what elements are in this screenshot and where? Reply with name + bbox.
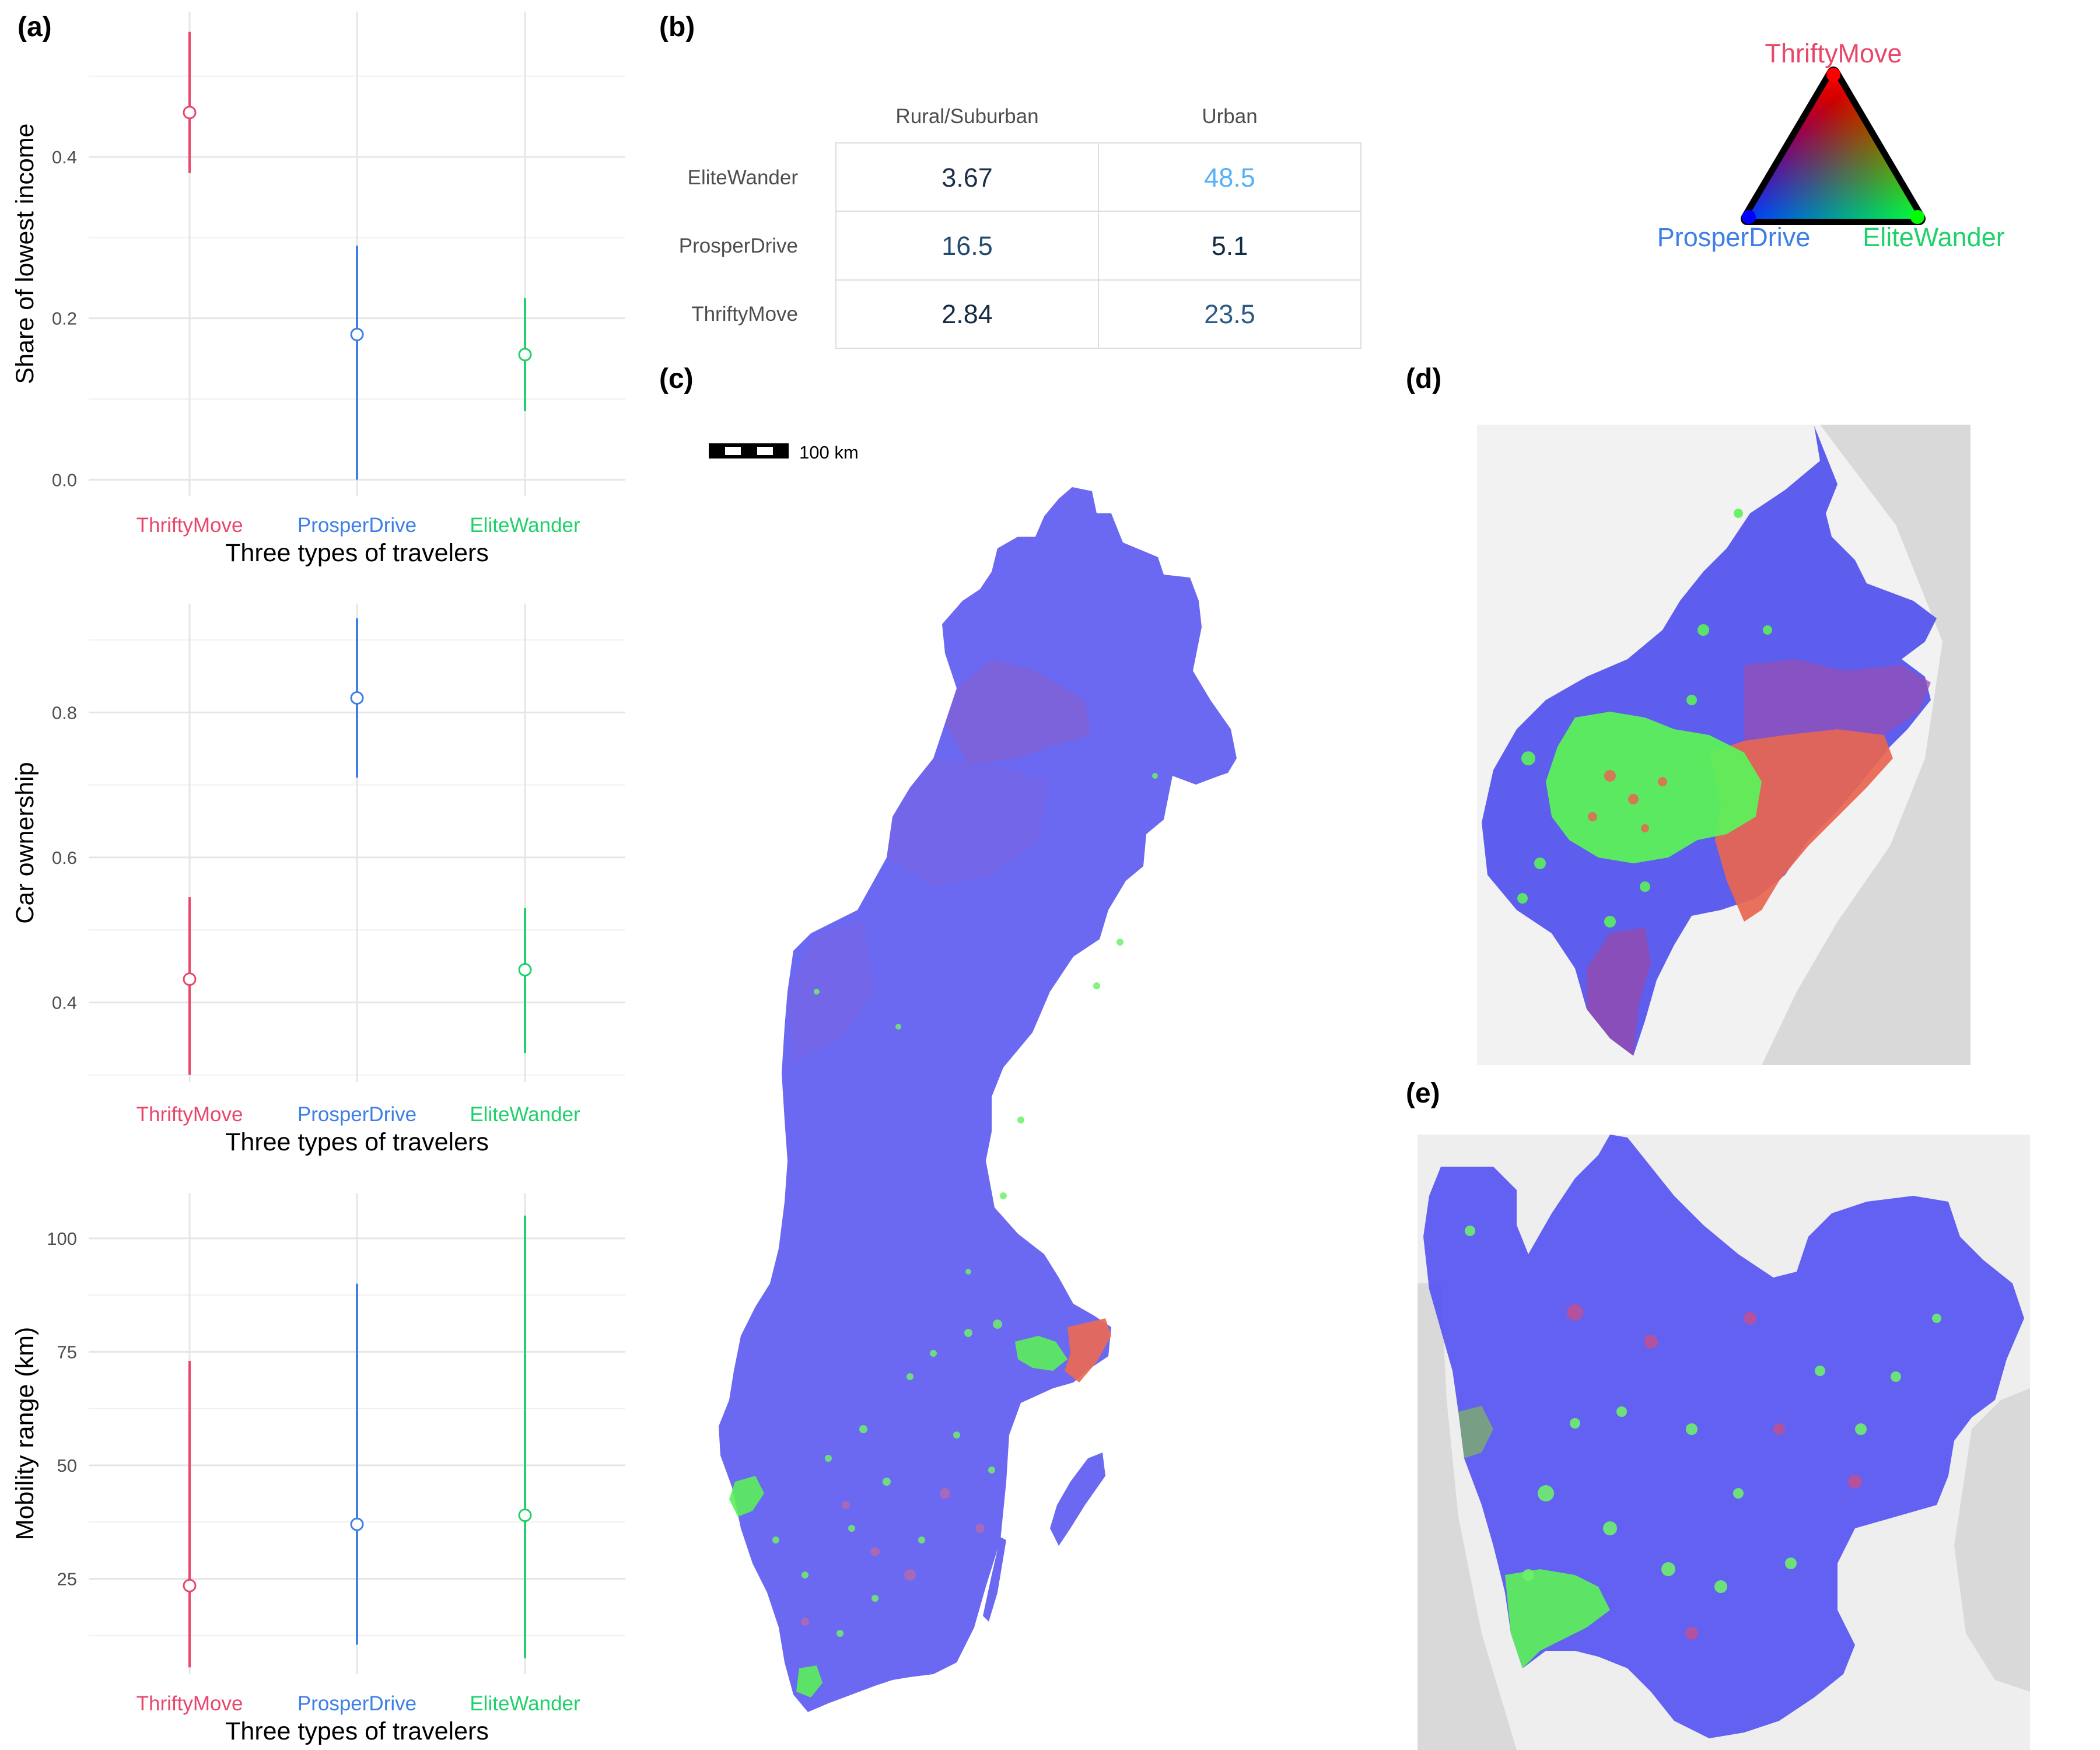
x-axis-title: Three types of travelers (225, 1717, 489, 1745)
region-west-tint (788, 922, 875, 1062)
point-range-plot-3: 25 50 75 100 ThriftyMove ProsperDrive EliteWan… (11, 1193, 625, 1745)
ternary-label-top: ThriftyMove (1765, 38, 1902, 68)
region-north-tint (945, 659, 1091, 764)
table-cell: 5.1 (1212, 231, 1248, 261)
y-axis-title: Car ownership (11, 762, 39, 923)
y-tick-label: 0.4 (52, 992, 77, 1013)
panel-label-d: (d) (1406, 363, 1441, 394)
point-prosperdrive (350, 327, 364, 341)
low-income-speckles (801, 1488, 985, 1626)
point-range-plots: 0.0 0.2 0.4 ThriftyMove ProsperDrive EliteWan… (11, 12, 625, 1745)
lake-e (1954, 1388, 2030, 1692)
y-tick-label: 0.4 (52, 147, 77, 167)
map-sweden: 100 km (709, 442, 1237, 1712)
north-east-tint (1744, 659, 1931, 741)
suburb-speckles-d (1517, 509, 1772, 928)
summary-table: Rural/Suburban Urban EliteWander 3.67 48.5 Pr… (679, 105, 1362, 349)
y-tick-label: 100 (47, 1228, 77, 1249)
table-row-header: EliteWander (688, 166, 799, 189)
x-axis-title: Three types of travelers (225, 539, 489, 567)
y-tick-label: 0.6 (52, 848, 77, 868)
y-tick-label: 50 (57, 1455, 77, 1476)
point-prosperdrive (350, 691, 364, 705)
y-tick-label: 0.8 (52, 702, 77, 723)
x-tick-label-thriftymove: ThriftyMove (136, 514, 243, 537)
urban-speckles-e (1465, 1226, 1941, 1593)
oland (983, 1537, 1006, 1622)
map-stockholm (1477, 425, 1971, 1065)
point-thriftymove (183, 972, 197, 986)
point-range-plot-1: 0.0 0.2 0.4 ThriftyMove ProsperDrive EliteWan… (11, 12, 625, 567)
x-tick-label-elitewander: EliteWander (470, 514, 580, 537)
y-axis-title: Mobility range (km) (11, 1327, 39, 1541)
ternary-color-legend: ThriftyMove ProsperDrive EliteWander (1657, 38, 2005, 252)
point-range-plot-2: 0.4 0.6 0.8 ThriftyMove ProsperDrive EliteWan… (11, 604, 625, 1156)
point-thriftymove (183, 1578, 197, 1592)
table-row-header: ThriftyMove (691, 303, 798, 326)
stockholm-core (1546, 712, 1762, 863)
point-prosperdrive (350, 1517, 364, 1531)
x-axis-title: Three types of travelers (225, 1128, 489, 1156)
table-cell: 3.67 (942, 163, 993, 192)
scale-bar-label: 100 km (799, 442, 859, 463)
point-elitewander (518, 1508, 532, 1522)
table-column-header: Urban (1202, 105, 1257, 128)
gotland (1050, 1452, 1105, 1546)
sweden-mainland (719, 487, 1237, 1712)
x-tick-label-thriftymove: ThriftyMove (136, 1692, 243, 1715)
panel-label-c: (c) (659, 363, 694, 394)
y-tick-label: 0.0 (52, 470, 77, 490)
ternary-label-right: EliteWander (1863, 222, 2004, 252)
x-tick-label-prosperdrive: ProsperDrive (298, 1692, 416, 1715)
gothenburg-urban (729, 1476, 764, 1517)
y-tick-label: 25 (57, 1569, 77, 1590)
x-tick-label-thriftymove: ThriftyMove (136, 1103, 243, 1126)
y-tick-label: 75 (57, 1342, 77, 1362)
table-row-header: ProsperDrive (679, 235, 798, 257)
table-cell: 2.84 (942, 299, 993, 329)
x-tick-label-prosperdrive: ProsperDrive (298, 1103, 416, 1126)
y-axis-title: Share of lowest income (11, 124, 39, 384)
map-western-region (1418, 1135, 2030, 1750)
table-cell: 48.5 (1204, 163, 1255, 192)
stockholm-urban (1015, 1336, 1068, 1371)
urban-speckles (772, 773, 1158, 1637)
x-tick-label-prosperdrive: ProsperDrive (298, 514, 416, 537)
x-tick-label-elitewander: EliteWander (470, 1692, 580, 1715)
south-tint (1587, 928, 1651, 1056)
malmo-urban (796, 1665, 822, 1698)
table-cell: 16.5 (942, 231, 993, 261)
ternary-label-left: ProsperDrive (1657, 222, 1811, 252)
panel-label-a: (a) (18, 12, 52, 43)
x-tick-label-elitewander: EliteWander (470, 1103, 580, 1126)
table-cell: 23.5 (1204, 299, 1255, 329)
sea-e (1418, 1283, 1517, 1750)
region-mid-tint (887, 758, 1050, 887)
point-elitewander (518, 348, 532, 362)
y-tick-label: 0.2 (52, 309, 77, 329)
low-income-speckles-e (1567, 1304, 1862, 1640)
stockholm-red-spots (1588, 770, 1667, 832)
scale-bar: 100 km (709, 442, 859, 463)
sea-d (1762, 425, 1971, 1065)
panel-label-b: (b) (659, 12, 695, 43)
stockholm-east (1065, 1318, 1111, 1382)
table-column-header: Rural/Suburban (895, 105, 1038, 128)
panel-label-e: (e) (1406, 1078, 1440, 1109)
west-coast-e (1458, 1406, 1493, 1458)
point-elitewander (518, 963, 532, 977)
point-thriftymove (183, 106, 197, 120)
gothenburg-e (1505, 1569, 1610, 1668)
